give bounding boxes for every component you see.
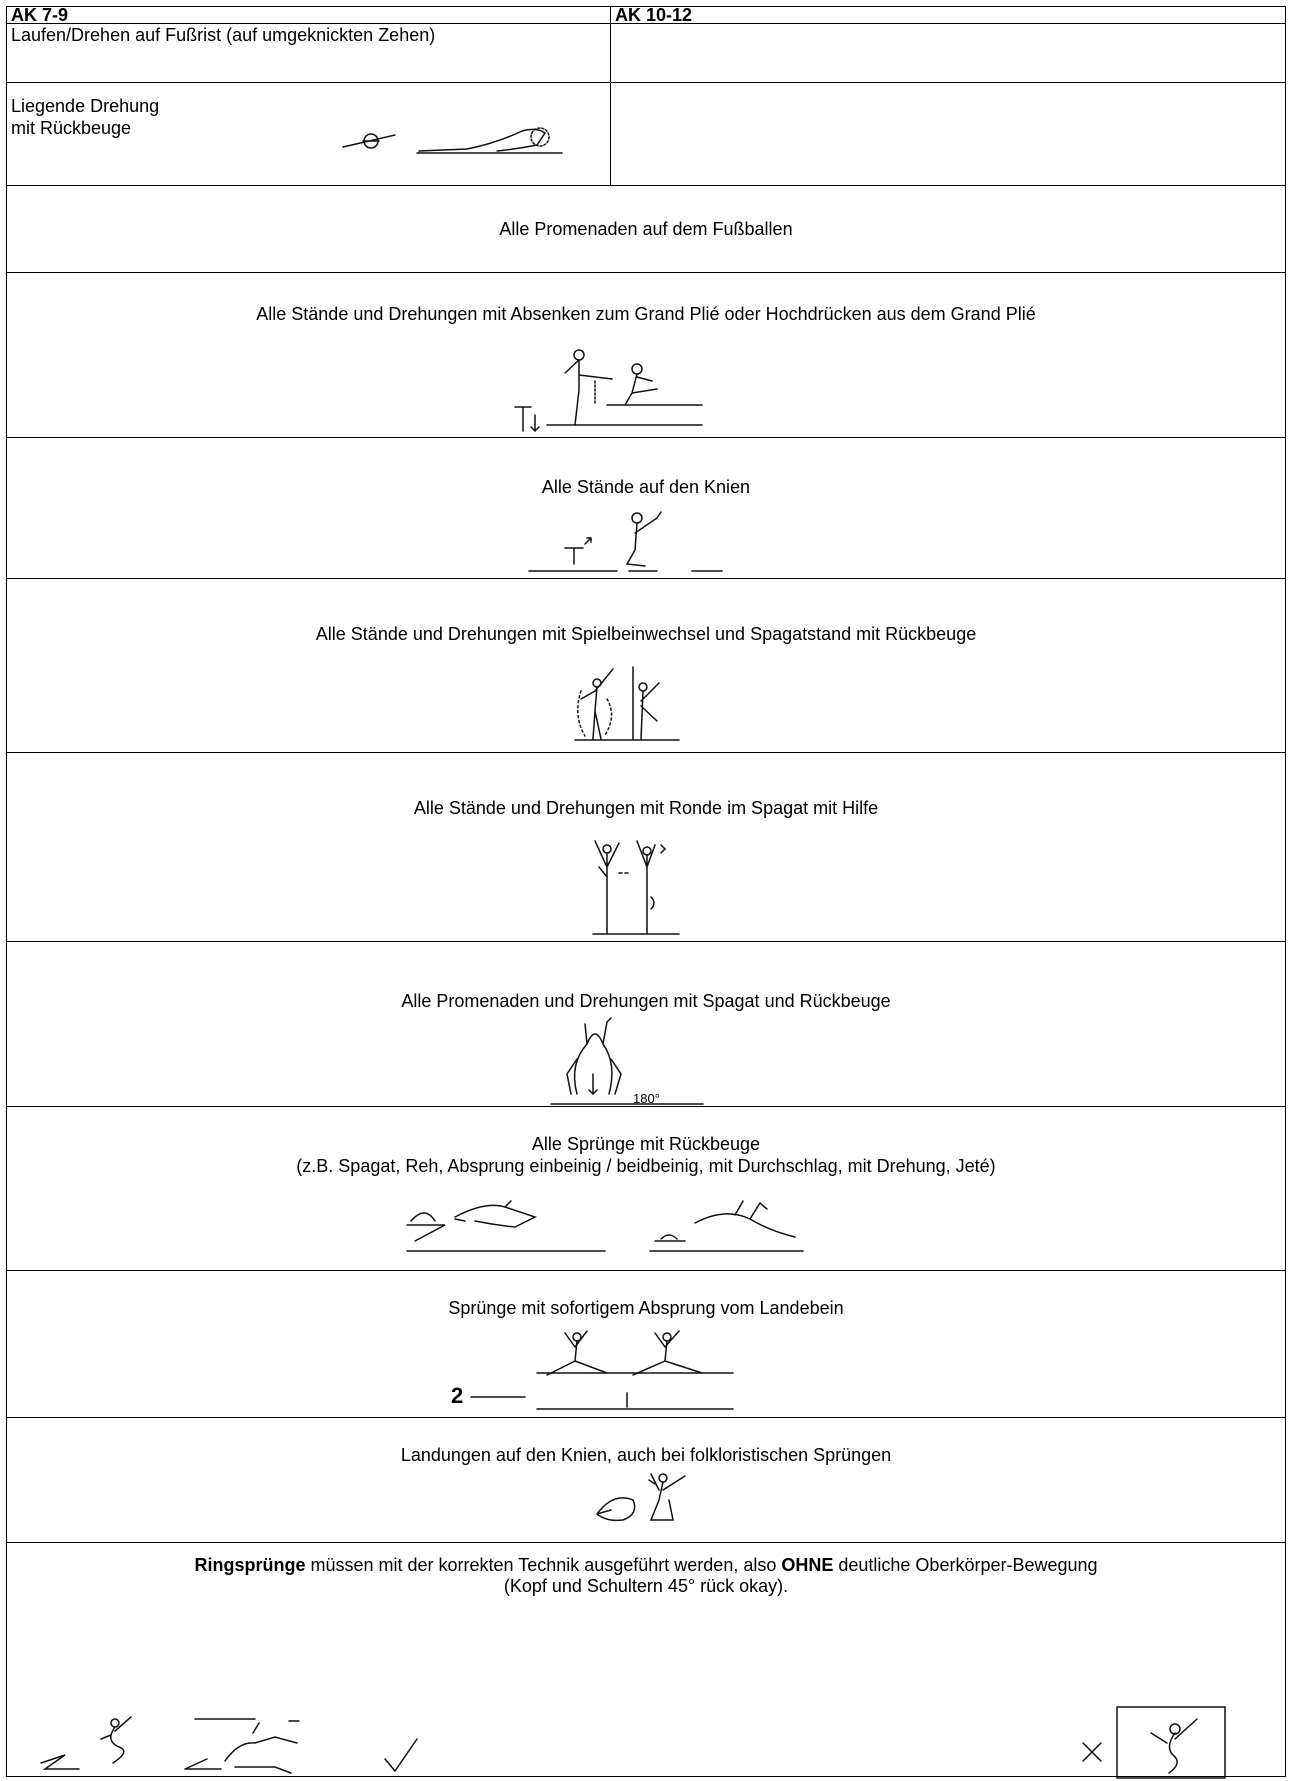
row-text-line: Alle Sprünge mit Rückbeuge xyxy=(531,1134,761,1154)
row-text: Alle Stände und Drehungen mit Absenken z… xyxy=(256,304,1036,324)
table-row: Alle Stände auf den Knien xyxy=(7,438,1285,579)
pictogram: 180° xyxy=(550,1017,704,1106)
row-text-line: (z.B. Spagat, Reh, Absprung einbeinig / … xyxy=(296,1156,996,1176)
text-segment: Ringsprünge xyxy=(194,1555,306,1575)
cell-text: Liegende Drehung xyxy=(11,96,160,116)
row-text: Sprünge mit sofortigem Absprung vom Land… xyxy=(448,1298,844,1318)
header-cell: AK 10-12 xyxy=(615,5,693,25)
pictogram xyxy=(40,1716,418,1774)
pictogram xyxy=(592,840,680,935)
cell xyxy=(611,83,1285,185)
row-text: Alle Stände und Drehungen mit Spielbeinw… xyxy=(315,624,977,644)
table-row: Alle Stände und Drehungen mit Absenken z… xyxy=(7,273,1285,438)
table-row: Alle Promenaden auf dem Fußballen xyxy=(7,186,1285,273)
table-row: Laufen/Drehen auf Fußrist (auf umgeknick… xyxy=(7,24,1285,83)
table-row: Alle Stände und Drehungen mit Spielbeinw… xyxy=(7,579,1285,753)
row-text: Alle Promenaden auf dem Fußballen xyxy=(499,219,793,239)
table-row: Liegende Drehung mit Rückbeuge xyxy=(7,83,1285,186)
row-text: Alle Stände und Drehungen mit Ronde im S… xyxy=(413,798,879,818)
pictogram xyxy=(1082,1706,1226,1779)
cell xyxy=(611,24,1285,82)
pictogram xyxy=(596,1473,686,1522)
table-row: Landungen auf den Knien, auch bei folklo… xyxy=(7,1418,1285,1543)
text-segment: deutliche Oberkörper-Bewegung xyxy=(833,1555,1098,1575)
header-cell: AK 7-9 xyxy=(7,6,611,24)
row-text-line: (Kopf und Schultern 45° rück okay). xyxy=(503,1576,789,1596)
pictogram xyxy=(574,666,680,741)
text-segment: müssen mit der korrekten Technik ausgefü… xyxy=(305,1555,782,1575)
row-text: Alle Sprünge mit Rückbeuge (z.B. Spagat,… xyxy=(7,1133,1285,1177)
pictogram xyxy=(528,511,723,572)
table: AK 7-9 AK 10-12 Laufen/Drehen auf Fußris… xyxy=(6,5,1286,1779)
table-row: Alle Sprünge mit Rückbeuge (z.B. Spagat,… xyxy=(7,1107,1285,1271)
pictogram xyxy=(406,1200,804,1252)
row-text-line: Ringsprünge müssen mit der korrekten Tec… xyxy=(7,1555,1285,1576)
figure-label: 2 xyxy=(451,1383,463,1408)
row-text: Alle Stände auf den Knien xyxy=(541,477,751,497)
cell: Laufen/Drehen auf Fußrist (auf umgeknick… xyxy=(7,24,611,82)
pictogram xyxy=(514,349,703,433)
figure-label: 180° xyxy=(633,1091,660,1106)
row-text: Alle Promenaden und Drehungen mit Spagat… xyxy=(401,991,891,1011)
cell-text: mit Rückbeuge xyxy=(11,118,132,138)
cell-text: Laufen/Drehen auf Fußrist (auf umgeknick… xyxy=(11,25,436,45)
table-row: Alle Stände und Drehungen mit Ronde im S… xyxy=(7,753,1285,942)
pictogram: 2 xyxy=(451,1330,734,1410)
table-row: Sprünge mit sofortigem Absprung vom Land… xyxy=(7,1271,1285,1418)
text-segment: OHNE xyxy=(781,1555,834,1575)
header-row: AK 7-9 AK 10-12 xyxy=(7,5,1285,25)
cell: Liegende Drehung mit Rückbeuge xyxy=(7,83,611,185)
row-text: Ringsprünge müssen mit der korrekten Tec… xyxy=(7,1555,1285,1597)
table-row: Ringsprünge müssen mit der korrekten Tec… xyxy=(7,1543,1285,1779)
table-row: Alle Promenaden und Drehungen mit Spagat… xyxy=(7,942,1285,1107)
row-text: Landungen auf den Knien, auch bei folklo… xyxy=(400,1445,892,1465)
pictogram xyxy=(342,127,563,154)
